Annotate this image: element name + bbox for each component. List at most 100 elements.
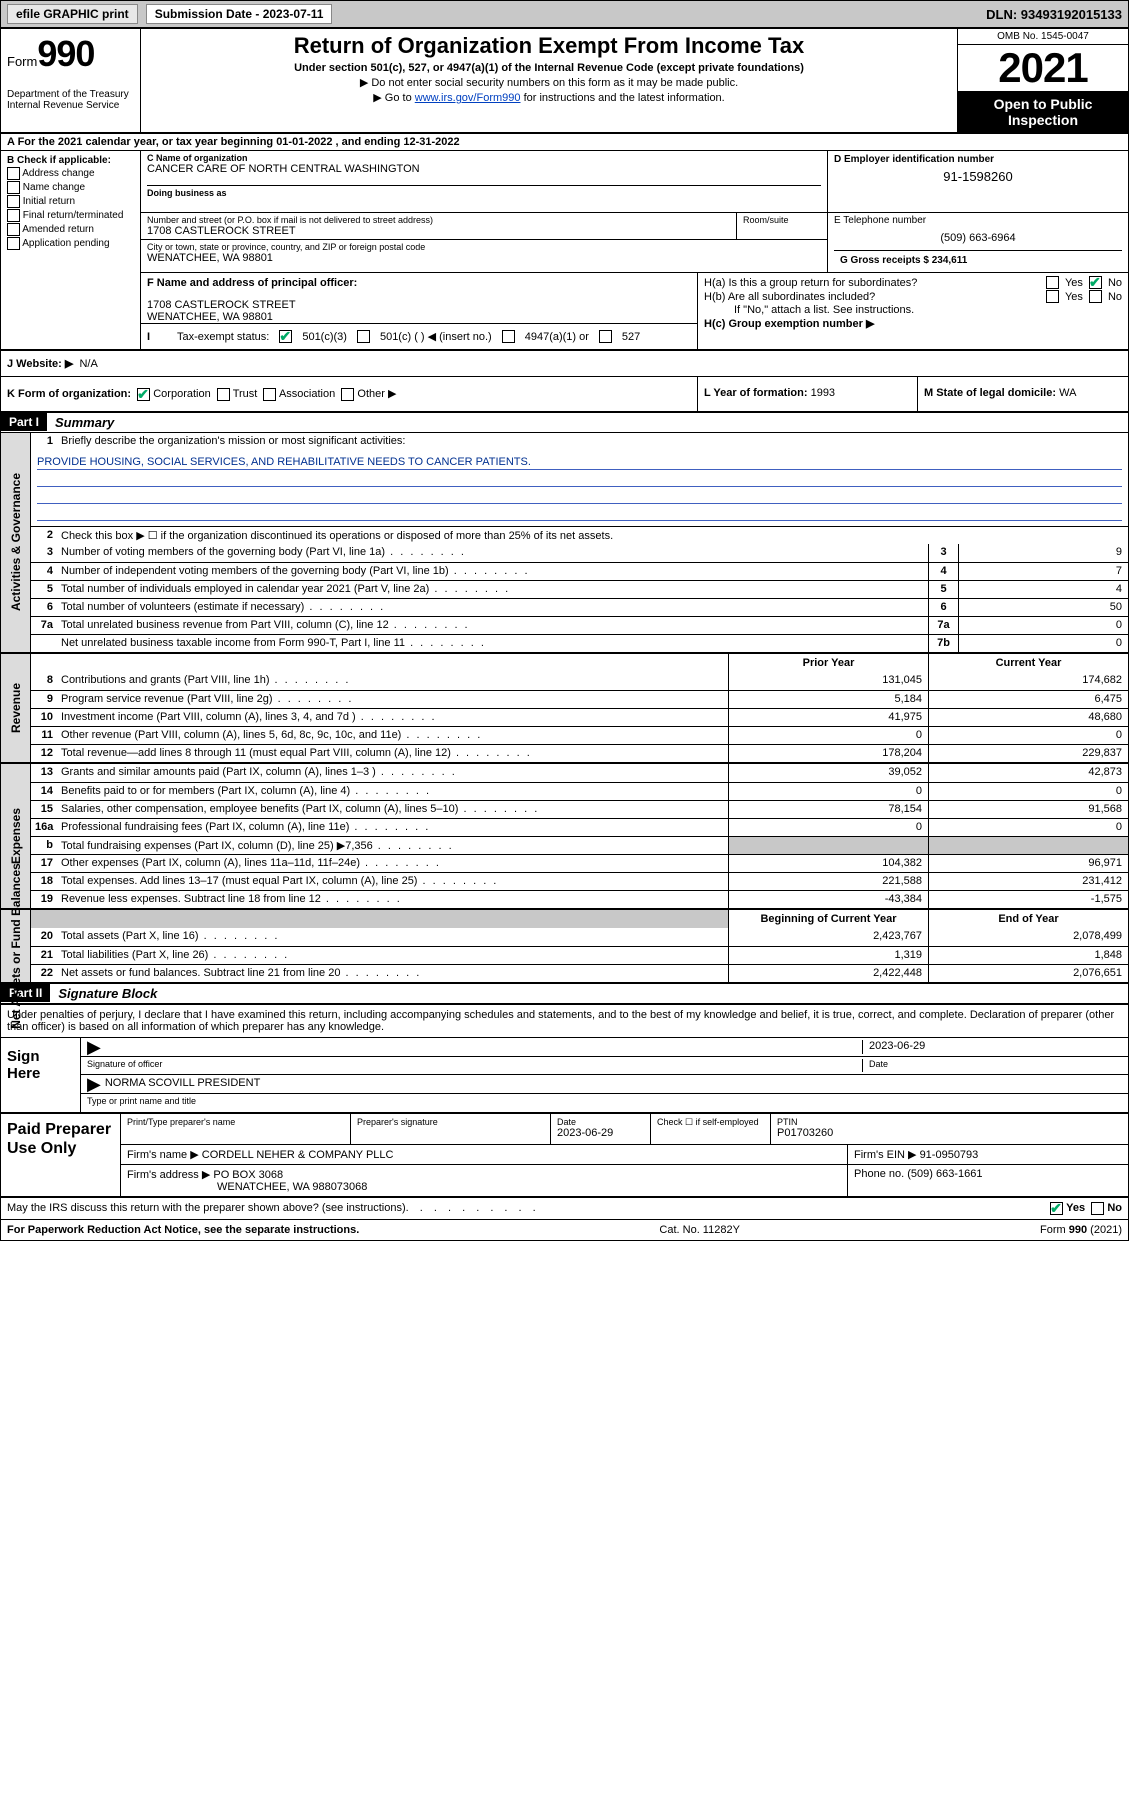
form990-link[interactable]: www.irs.gov/Form990 xyxy=(415,92,521,104)
box-j-label: J Website: ▶ xyxy=(7,358,73,370)
box-j: J Website: ▶ N/A xyxy=(1,350,1128,376)
summary-row: 21Total liabilities (Part X, line 26)1,3… xyxy=(31,946,1128,964)
opt-corp: Corporation xyxy=(153,388,210,400)
header-left: Form990 Department of the Treasury Inter… xyxy=(1,29,141,132)
box-e-g: E Telephone number (509) 663-6964 G Gros… xyxy=(828,213,1128,272)
box-f-label: F Name and address of principal officer: xyxy=(147,277,357,289)
tax-year: 2021 xyxy=(958,45,1128,92)
cb-app-pending[interactable]: Application pending xyxy=(7,237,134,250)
side-label-rev: Revenue xyxy=(1,654,31,762)
cb-other[interactable] xyxy=(341,388,354,401)
ha-label: H(a) Is this a group return for subordin… xyxy=(704,277,917,289)
prep-sig-label: Preparer's signature xyxy=(357,1117,544,1127)
col-current-year: Current Year xyxy=(928,654,1128,672)
box-g-label: G Gross receipts $ xyxy=(840,255,929,266)
box-i-label: Tax-exempt status: xyxy=(177,331,269,343)
submission-date: Submission Date - 2023-07-11 xyxy=(146,4,333,24)
perjury-statement: Under penalties of perjury, I declare th… xyxy=(1,1005,1128,1037)
discuss-yes[interactable] xyxy=(1050,1202,1063,1215)
cb-assoc[interactable] xyxy=(263,388,276,401)
form-no-footer: Form 990 (2021) xyxy=(1040,1224,1122,1236)
block-b-to-h: B Check if applicable: Address change Na… xyxy=(1,151,1128,350)
discuss-label: May the IRS discuss this return with the… xyxy=(7,1202,406,1214)
row-address: Number and street (or P.O. box if mail i… xyxy=(141,213,1128,273)
box-f: F Name and address of principal officer:… xyxy=(141,273,698,349)
street-cell: Number and street (or P.O. box if mail i… xyxy=(141,213,737,239)
box-i: I Tax-exempt status: 501(c)(3) 501(c) ( … xyxy=(141,323,697,349)
paperwork-notice: For Paperwork Reduction Act Notice, see … xyxy=(7,1224,359,1236)
paid-preparer-section: Paid Preparer Use Only Print/Type prepar… xyxy=(1,1112,1128,1198)
part-i-title: Summary xyxy=(47,413,122,432)
sign-here-label: Sign Here xyxy=(1,1038,81,1112)
topbar: efile GRAPHIC print Submission Date - 20… xyxy=(0,0,1129,28)
form-subtitle: Under section 501(c), 527, or 4947(a)(1)… xyxy=(149,62,949,74)
cb-initial-return[interactable]: Initial return xyxy=(7,195,134,208)
hb-no[interactable] xyxy=(1089,290,1102,303)
cb-corp[interactable] xyxy=(137,388,150,401)
opt-assoc: Association xyxy=(279,388,335,400)
cb-527[interactable] xyxy=(599,330,612,343)
form-990: Form990 Department of the Treasury Inter… xyxy=(0,28,1129,1241)
prep-name-label: Print/Type preparer's name xyxy=(127,1117,344,1127)
prep-date-label: Date xyxy=(557,1117,644,1127)
sig-date-label: Date xyxy=(862,1059,1122,1072)
firm-addr1: PO BOX 3068 xyxy=(213,1169,283,1181)
box-c-label: C Name of organization xyxy=(147,153,821,163)
firm-ein: 91-0950793 xyxy=(920,1149,979,1161)
header-right: OMB No. 1545-0047 2021 Open to Public In… xyxy=(958,29,1128,132)
box-b-label: B Check if applicable: xyxy=(7,155,111,166)
col-eoy: End of Year xyxy=(928,910,1128,928)
summary-row: 8Contributions and grants (Part VIII, li… xyxy=(31,672,1128,690)
officer-addr2: WENATCHEE, WA 98801 xyxy=(147,311,691,323)
summary-row: Net unrelated business taxable income fr… xyxy=(31,634,1128,652)
row-name-ein: C Name of organization CANCER CARE OF NO… xyxy=(141,151,1128,213)
website-value: N/A xyxy=(79,358,97,370)
box-k: K Form of organization: Corporation Trus… xyxy=(1,377,698,411)
box-h: H(a) Is this a group return for subordin… xyxy=(698,273,1128,349)
dba-label: Doing business as xyxy=(147,188,821,198)
summary-row: 3Number of voting members of the governi… xyxy=(31,544,1128,562)
discuss-row: May the IRS discuss this return with the… xyxy=(1,1198,1128,1219)
section-net-assets: Net Assets or Fund Balances Beginning of… xyxy=(1,910,1128,984)
form-title: Return of Organization Exempt From Incom… xyxy=(149,33,949,59)
box-l: L Year of formation: 1993 xyxy=(698,377,918,411)
discuss-no[interactable] xyxy=(1091,1202,1104,1215)
efile-print-btn[interactable]: efile GRAPHIC print xyxy=(7,4,138,24)
cb-final-return[interactable]: Final return/terminated xyxy=(7,209,134,222)
open-to-public: Open to Public Inspection xyxy=(958,92,1128,132)
ha-yes[interactable] xyxy=(1046,276,1059,289)
col-boc: Beginning of Current Year xyxy=(728,910,928,928)
hb-label: H(b) Are all subordinates included? xyxy=(704,291,875,303)
address-cell: Number and street (or P.O. box if mail i… xyxy=(141,213,828,272)
phone-value: (509) 663-6964 xyxy=(834,232,1122,244)
net-col-headers: Beginning of Current Year End of Year xyxy=(31,910,1128,928)
firm-ein-label: Firm's EIN ▶ xyxy=(854,1149,917,1161)
opt-527: 527 xyxy=(622,331,640,343)
summary-row: 6Total number of volunteers (estimate if… xyxy=(31,598,1128,616)
hb-yes[interactable] xyxy=(1046,290,1059,303)
firm-phone: (509) 663-1661 xyxy=(907,1168,982,1180)
omb-no: OMB No. 1545-0047 xyxy=(958,29,1128,45)
cb-amended-return[interactable]: Amended return xyxy=(7,223,134,236)
cb-address-change[interactable]: Address change xyxy=(7,167,134,180)
summary-row: 19Revenue less expenses. Subtract line 1… xyxy=(31,890,1128,908)
ein-value: 91-1598260 xyxy=(834,169,1122,184)
gross-receipts: 234,611 xyxy=(932,255,968,266)
prep-selfemp-label: Check ☐ if self-employed xyxy=(657,1117,764,1128)
cb-501c[interactable] xyxy=(357,330,370,343)
box-d-label: D Employer identification number xyxy=(834,154,994,165)
cb-trust[interactable] xyxy=(217,388,230,401)
summary-row: 14Benefits paid to or for members (Part … xyxy=(31,782,1128,800)
mission-lines: PROVIDE HOUSING, SOCIAL SERVICES, AND RE… xyxy=(31,451,1128,526)
line1-label: Briefly describe the organization's miss… xyxy=(57,433,1128,451)
ha-no[interactable] xyxy=(1089,276,1102,289)
cb-4947[interactable] xyxy=(502,330,515,343)
street-label: Number and street (or P.O. box if mail i… xyxy=(147,215,730,225)
header-center: Return of Organization Exempt From Incom… xyxy=(141,29,958,132)
box-d: D Employer identification number 91-1598… xyxy=(828,151,1128,212)
section-activities-governance: Activities & Governance 1 Briefly descri… xyxy=(1,433,1128,654)
hb-note: If "No," attach a list. See instructions… xyxy=(734,304,914,316)
cb-name-change[interactable]: Name change xyxy=(7,181,134,194)
summary-row: bTotal fundraising expenses (Part IX, co… xyxy=(31,836,1128,854)
cb-501c3[interactable] xyxy=(279,330,292,343)
